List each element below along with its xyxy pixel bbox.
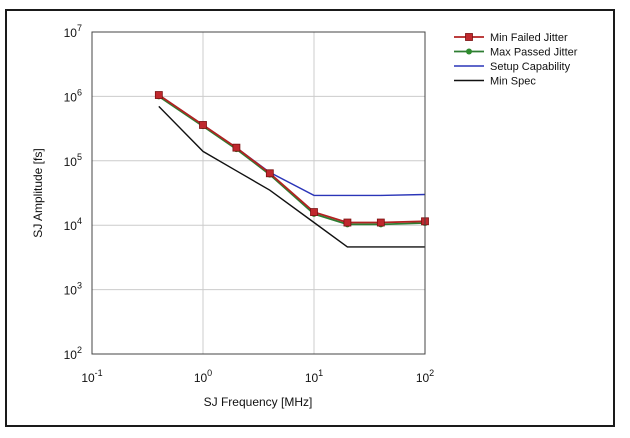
y-tick-label: 106 bbox=[64, 87, 82, 104]
y-axis-label: SJ Amplitude [fs] bbox=[31, 148, 45, 237]
y-tick-labels: 102 103 104 105 106 107 bbox=[64, 23, 82, 362]
max-passed-jitter-line bbox=[158, 95, 426, 226]
legend: Min Failed Jitter Max Passed Jitter Setup … bbox=[454, 32, 578, 88]
legend-marker bbox=[465, 33, 473, 41]
x-axis-label: SJ Frequency [MHz] bbox=[204, 395, 313, 409]
min-failed-jitter-marker bbox=[199, 121, 207, 129]
min-failed-jitter-marker bbox=[310, 208, 318, 216]
min-failed-jitter-marker bbox=[154, 91, 163, 99]
x-tick-label: 102 bbox=[416, 368, 434, 385]
min-failed-jitter-line bbox=[158, 94, 426, 224]
legend-item-setup-capability: Setup Capability bbox=[454, 61, 571, 73]
y-tick-label: 102 bbox=[64, 345, 82, 362]
x-tick-label: 101 bbox=[305, 368, 323, 385]
x-tick-labels: 10-1 100 101 102 bbox=[81, 368, 434, 385]
y-tick-label: 105 bbox=[64, 152, 82, 169]
legend-label: Min Spec bbox=[490, 76, 536, 88]
x-tick-label: 100 bbox=[194, 368, 212, 385]
min-failed-jitter-marker bbox=[232, 143, 241, 152]
y-tick-label: 104 bbox=[64, 216, 82, 233]
min-failed-jitter-marker bbox=[343, 218, 352, 227]
plot-area bbox=[92, 32, 425, 354]
min-failed-jitter-marker bbox=[265, 169, 274, 178]
legend-label: Max Passed Jitter bbox=[490, 47, 578, 59]
min-spec-line bbox=[158, 105, 425, 248]
min-failed-jitter-marker bbox=[376, 218, 385, 227]
x-tick-label: 10-1 bbox=[81, 368, 102, 385]
legend-item-min-failed-jitter: Min Failed Jitter bbox=[454, 32, 568, 44]
legend-label: Setup Capability bbox=[490, 61, 571, 73]
legend-item-max-passed-jitter: Max Passed Jitter bbox=[454, 47, 578, 59]
legend-label: Min Failed Jitter bbox=[490, 32, 568, 44]
legend-item-min-spec: Min Spec bbox=[454, 76, 536, 88]
y-tick-label: 107 bbox=[64, 23, 82, 40]
legend-marker bbox=[466, 48, 472, 55]
y-tick-label: 103 bbox=[64, 281, 82, 298]
series-layer bbox=[154, 91, 429, 248]
plot-border bbox=[91, 31, 426, 355]
